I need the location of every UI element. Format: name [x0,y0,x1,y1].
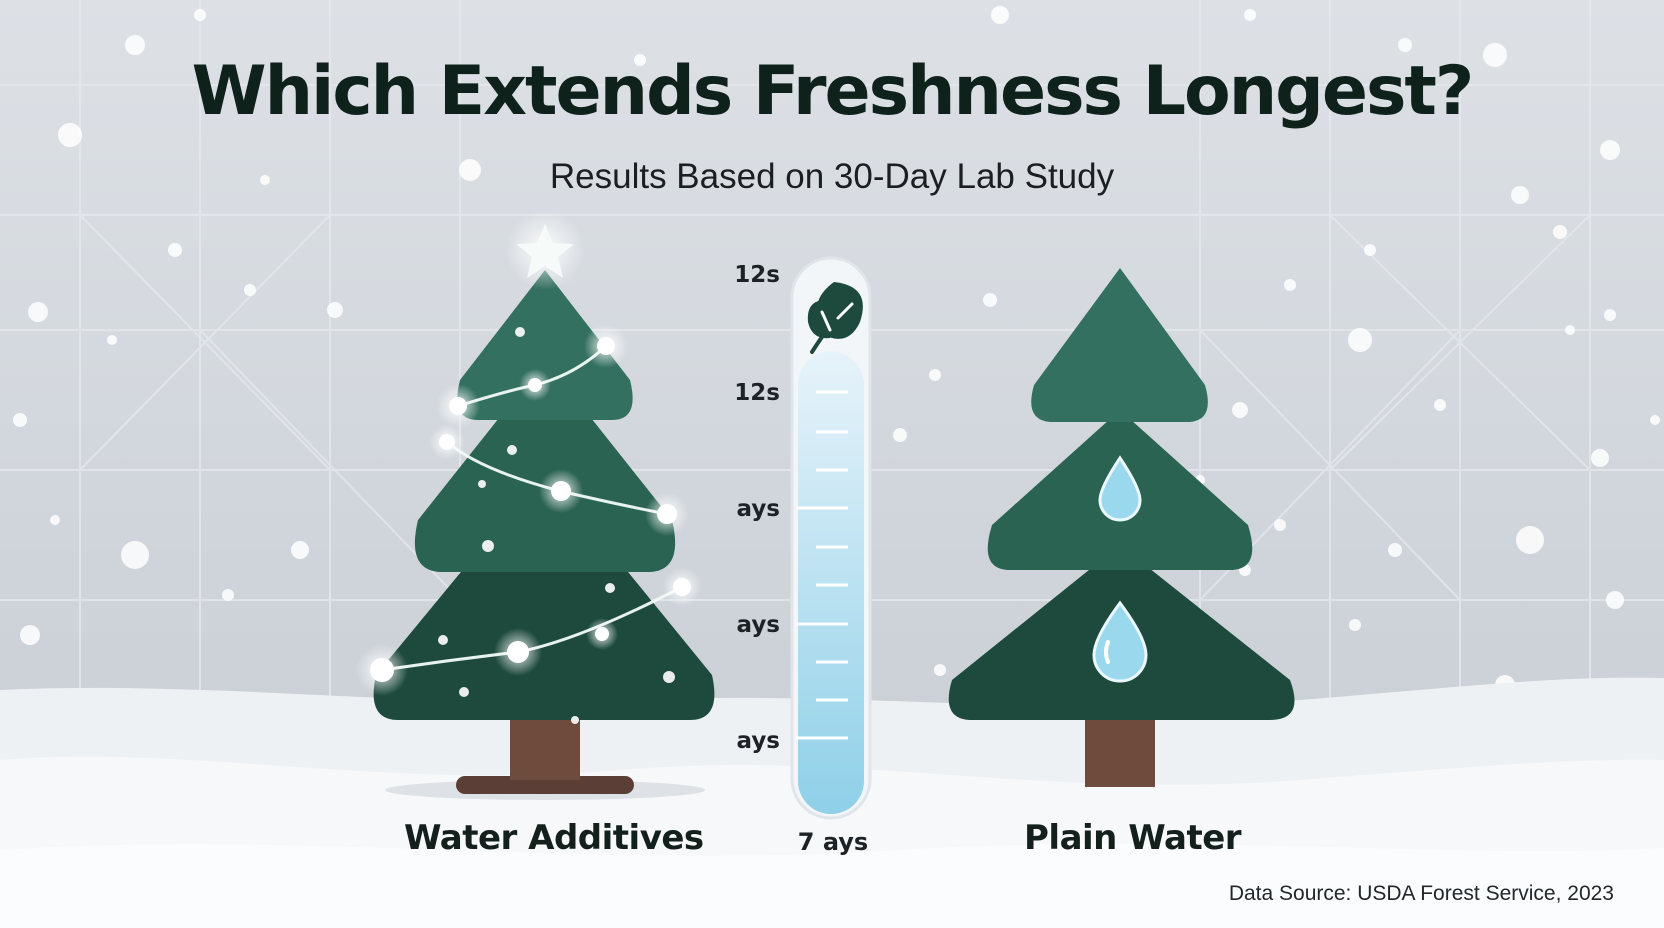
gauge-tick-label: 12s [734,380,780,406]
data-source-note: Data Source: USDA Forest Service, 2023 [1228,882,1614,905]
page-title: Which Extends Freshness Longest? [191,52,1475,131]
gauge-bottom-label: 7 ays [797,828,869,856]
plain-water-label: Plain Water [1024,818,1242,858]
water-additives-label: Water Additives [404,818,704,858]
gauge-tick-label: ays [736,728,781,754]
gauge-tick-label: ays [736,496,781,522]
page-subtitle: Results Based on 30-Day Lab Study [549,157,1115,196]
gauge-tick-label: 12s [734,262,780,288]
gauge-tick-label: ays [736,612,781,638]
